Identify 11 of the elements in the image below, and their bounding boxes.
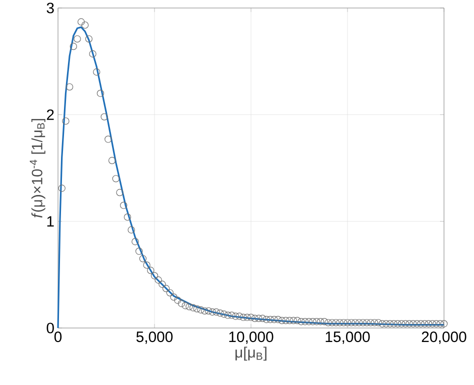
x-tick-label: 10,000 bbox=[229, 332, 274, 344]
y-axis-title: f(μ)×10$^{-4}$ [1/μ$_{B}$] bbox=[30, 118, 46, 218]
x-tick-label: 15,000 bbox=[326, 332, 370, 344]
x-axis-title: μ[μ$_{B}$] bbox=[236, 346, 266, 361]
y-tick-label: 2 bbox=[46, 109, 54, 120]
y-tick-label: 3 bbox=[46, 2, 54, 14]
x-tick-label: 5,000 bbox=[136, 332, 173, 344]
x-tick-label: 20,000 bbox=[422, 332, 466, 344]
y-tick-label: 0 bbox=[46, 322, 54, 334]
y-tick-label: 1 bbox=[47, 216, 54, 226]
x-tick-label: 0 bbox=[54, 332, 62, 342]
